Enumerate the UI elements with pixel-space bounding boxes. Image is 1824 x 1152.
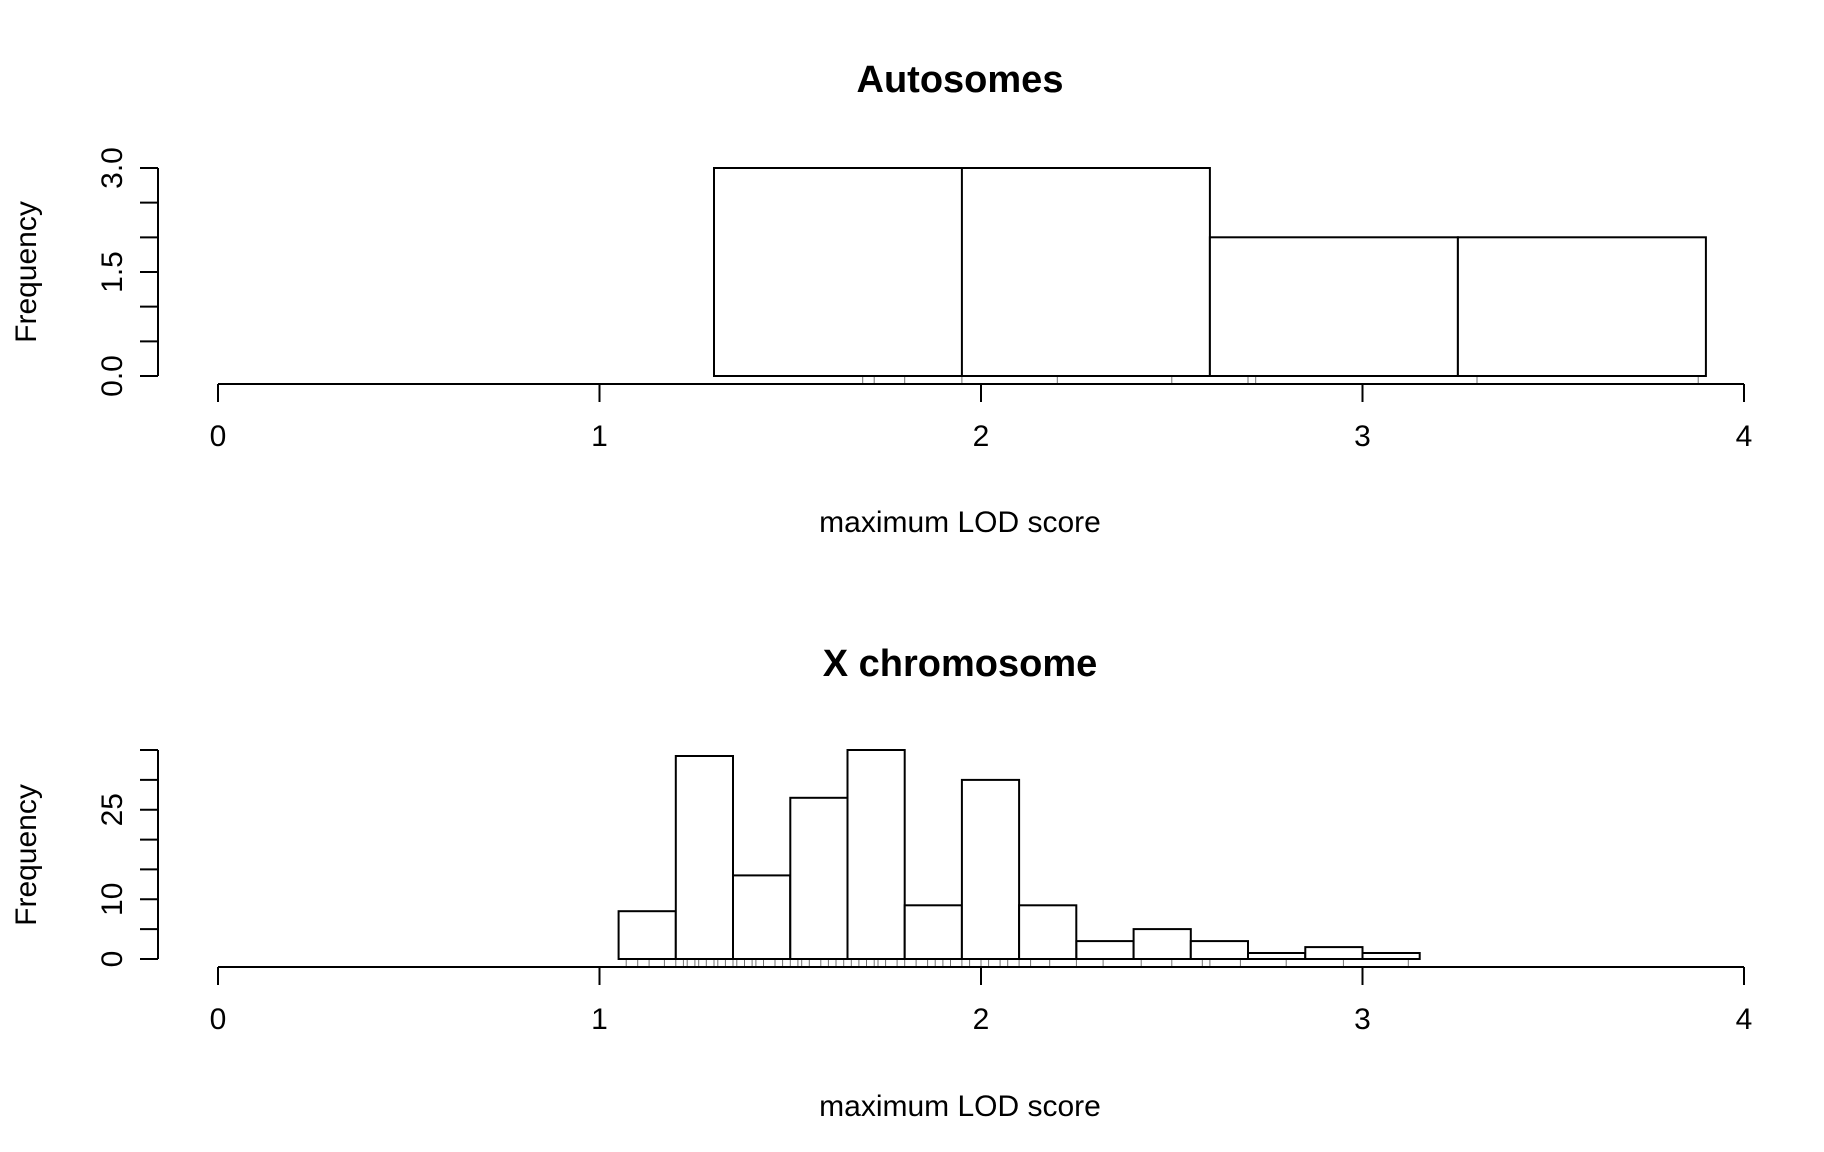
histogram-bar xyxy=(713,167,963,377)
x-tick-label: 3 xyxy=(1354,420,1371,453)
x-axis-label: maximum LOD score xyxy=(819,1090,1101,1123)
histogram-bar xyxy=(617,910,677,961)
y-tick-label: 1.5 xyxy=(96,251,129,293)
x-tick-label: 2 xyxy=(973,420,990,453)
x-tick-label: 1 xyxy=(591,1003,608,1036)
rug-marks xyxy=(625,959,1409,967)
histogram-bar xyxy=(789,796,849,960)
x-tick-label: 0 xyxy=(210,1003,227,1036)
histogram-bar xyxy=(1361,952,1421,960)
histogram-bar xyxy=(960,778,1021,961)
x-axis-label: maximum LOD score xyxy=(819,506,1101,539)
y-axis-label: Frequency xyxy=(10,784,43,926)
histogram-bar xyxy=(846,749,906,960)
x-axis: 0 1 2 3 4 xyxy=(210,383,1753,453)
histogram-bar xyxy=(1189,940,1250,960)
y-axis: 0.0 1.5 3.0 xyxy=(96,147,159,397)
y-tick-label: 0.0 xyxy=(96,355,129,397)
histogram-bar xyxy=(674,755,734,960)
x-tick-label: 4 xyxy=(1736,1003,1753,1036)
histogram-bar xyxy=(732,874,792,961)
x-tick-label: 1 xyxy=(591,420,608,453)
y-axis: 0 10 25 xyxy=(96,749,159,968)
histogram-bar xyxy=(1304,946,1364,960)
histogram-bar xyxy=(1456,236,1707,377)
bars xyxy=(713,167,1707,377)
histogram-bar xyxy=(903,904,963,960)
histogram-bar xyxy=(960,167,1211,377)
x-tick-label: 3 xyxy=(1354,1003,1371,1036)
histogram-bar xyxy=(1132,928,1192,960)
y-tick-label: 10 xyxy=(96,883,129,916)
y-tick-label: 25 xyxy=(96,793,129,826)
x-chromosome-panel: X chromosome maximum LOD score Frequency… xyxy=(10,643,1752,1123)
histogram-bar xyxy=(1075,940,1135,960)
histogram-bar xyxy=(1247,952,1307,960)
rug-marks xyxy=(862,376,1699,384)
y-axis-label: Frequency xyxy=(10,201,43,343)
x-tick-label: 4 xyxy=(1736,420,1753,453)
autosomes-panel: Autosomes maximum LOD score Frequency 0 1… xyxy=(10,59,1752,539)
histogram-bar xyxy=(1018,904,1078,960)
x-tick-label: 0 xyxy=(210,420,227,453)
y-tick-label: 0 xyxy=(96,951,129,968)
x-tick-label: 2 xyxy=(973,1003,990,1036)
y-tick-label: 3.0 xyxy=(96,147,129,189)
histogram-bar xyxy=(1208,236,1459,377)
x-axis: 0 1 2 3 4 xyxy=(210,966,1753,1036)
chart-title: Autosomes xyxy=(857,59,1064,101)
bars xyxy=(617,749,1421,961)
chart-title: X chromosome xyxy=(823,643,1098,685)
